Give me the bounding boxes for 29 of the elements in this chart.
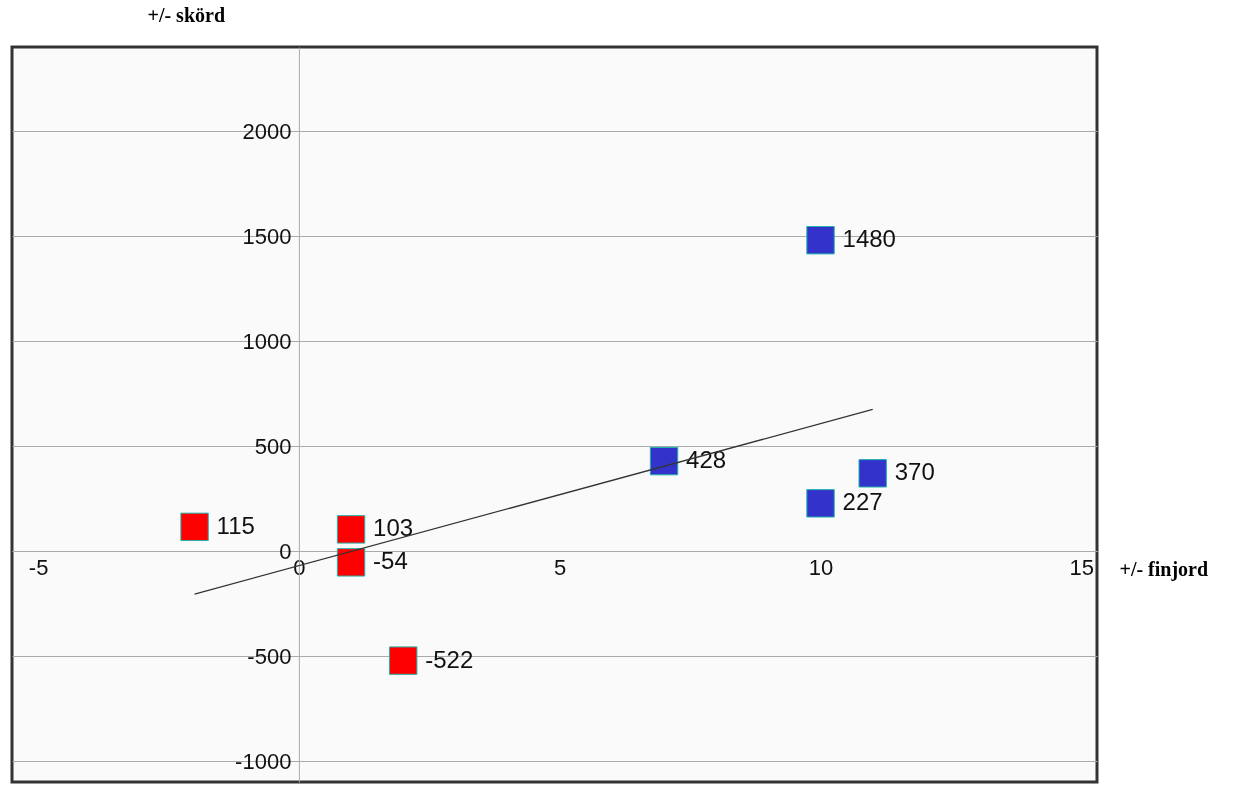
data-label: -54 <box>373 547 408 575</box>
x-tick-label: 5 <box>554 554 567 580</box>
point <box>858 459 887 488</box>
x-tick-label: 15 <box>1069 554 1095 580</box>
point <box>806 226 835 255</box>
y-tick-label: 1500 <box>242 223 292 249</box>
y-tick-label: 1000 <box>242 328 292 354</box>
point <box>336 515 366 544</box>
data-label: 428 <box>686 446 727 474</box>
point <box>180 512 209 542</box>
x-tick-label: 10 <box>808 554 834 580</box>
x-tick-label: -5 <box>28 554 49 580</box>
point <box>806 489 835 518</box>
y-tick-label: 2000 <box>242 118 292 144</box>
data-label: 1480 <box>842 225 896 253</box>
data-label: 103 <box>373 514 414 542</box>
y-tick-label: -500 <box>247 643 292 669</box>
x-axis-title: +/- finjord <box>1119 557 1209 581</box>
data-label: 115 <box>216 511 255 539</box>
data-label: -522 <box>425 645 474 673</box>
y-tick-label: -1000 <box>235 748 292 774</box>
y-axis-title: +/- skörd <box>147 3 226 26</box>
data-label: 227 <box>842 488 883 516</box>
point <box>336 548 366 577</box>
y-tick-label: 500 <box>254 433 292 459</box>
point <box>389 646 418 675</box>
data-label: 370 <box>894 458 935 486</box>
y-tick-label: 0 <box>279 538 292 564</box>
point <box>649 446 679 476</box>
